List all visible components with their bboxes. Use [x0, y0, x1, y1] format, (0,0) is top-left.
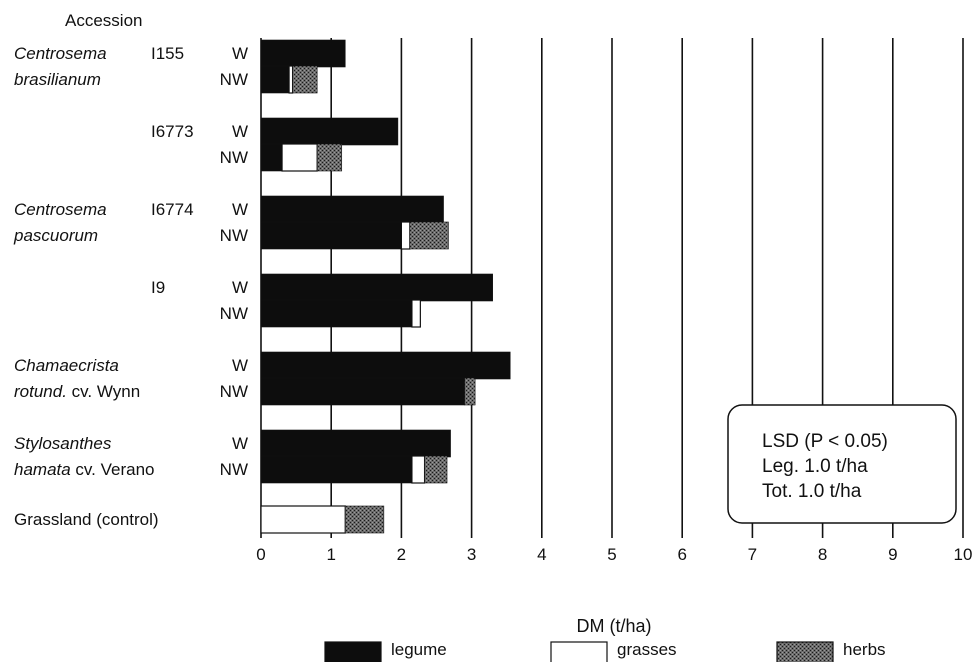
group-5-nw-legume-bar	[260, 377, 465, 406]
x-tick-0: 0	[256, 545, 265, 564]
group-6-nw-herbs-bar	[424, 455, 448, 484]
species-name-line2: pascuorum	[13, 226, 98, 245]
x-tick-7: 7	[748, 545, 757, 564]
row-label-nw: NW	[220, 460, 248, 479]
lsd-line-2: Leg. 1.0 t/ha	[762, 456, 868, 477]
lsd-box	[727, 404, 957, 524]
x-tick-8: 8	[818, 545, 827, 564]
group-1-w-legume-bar	[260, 39, 346, 68]
species-name-line2: brasilianum	[14, 70, 101, 89]
group-5-w-legume-bar	[260, 351, 511, 380]
group-6-nw-legume-bar	[260, 455, 413, 484]
species-name-line2: hamata cv. Verano	[14, 460, 155, 479]
x-tick-6: 6	[677, 545, 686, 564]
x-tick-2: 2	[397, 545, 406, 564]
row-label-w: W	[232, 356, 248, 375]
x-tick-labels: 0 1 2 3 4 5 6 7 8 9 10	[256, 545, 972, 564]
group-3-nw-herbs-bar	[409, 221, 449, 250]
legend-label-grasses: grasses	[617, 640, 677, 659]
species-name: Chamaecrista	[14, 356, 119, 375]
group-2-w-legume-bar	[260, 117, 399, 146]
group-2-nw-grasses-bar	[281, 143, 318, 172]
row-label-w: W	[232, 44, 248, 63]
group-3-nw-legume-bar	[260, 221, 402, 250]
legend-swatch-grasses	[550, 641, 608, 662]
group-4-nw-grasses-bar	[411, 299, 421, 328]
x-tick-10: 10	[954, 545, 973, 564]
group-6-nw-grasses-bar	[411, 455, 426, 484]
row-label-nw: NW	[220, 382, 248, 401]
row-label-w: W	[232, 200, 248, 219]
row-label-nw: NW	[220, 304, 248, 323]
accession-id: I155	[151, 44, 184, 63]
group-4-nw-legume-bar	[260, 299, 413, 328]
legend-swatch-herbs	[776, 641, 834, 662]
legend: legume grasses herbs	[324, 640, 886, 662]
bars	[260, 39, 511, 534]
row-label-w: W	[232, 434, 248, 453]
x-tick-3: 3	[467, 545, 476, 564]
group-1-nw-grasses-bar	[288, 65, 294, 94]
group-4-w-legume-bar	[260, 273, 493, 302]
row-label-w: W	[232, 278, 248, 297]
group-1-nw-legume-bar	[260, 65, 290, 94]
group-6-w-legume-bar	[260, 429, 451, 458]
x-tick-1: 1	[326, 545, 335, 564]
species-name-line2: rotund. cv. Wynn	[14, 382, 140, 401]
lsd-annotation: LSD (P < 0.05) Leg. 1.0 t/ha Tot. 1.0 t/…	[727, 404, 957, 524]
accession-id: I6773	[151, 122, 194, 141]
group-3-w-legume-bar	[260, 195, 444, 224]
row-label-w: W	[232, 122, 248, 141]
group-1-nw-herbs-bar	[292, 65, 318, 94]
legend-swatch-legume	[324, 641, 382, 662]
group-3-nw-grasses-bar	[400, 221, 411, 250]
legend-label-legume: legume	[391, 640, 447, 659]
species-name: Centrosema	[14, 200, 107, 219]
accession-id: I9	[151, 278, 165, 297]
species-name: Stylosanthes	[14, 434, 112, 453]
accession-header: Accession	[65, 11, 142, 30]
x-tick-4: 4	[537, 545, 546, 564]
lsd-line-3: Tot. 1.0 t/ha	[762, 481, 862, 502]
group-2-nw-herbs-bar	[316, 143, 343, 172]
x-tick-5: 5	[607, 545, 616, 564]
species-name: Centrosema	[14, 44, 107, 63]
legend-label-herbs: herbs	[843, 640, 886, 659]
x-tick-9: 9	[888, 545, 897, 564]
control-label: Grassland (control)	[14, 510, 159, 529]
control-grasses-bar	[260, 505, 346, 534]
accession-id: I6774	[151, 200, 194, 219]
control-herbs-bar	[344, 505, 385, 534]
row-label-nw: NW	[220, 226, 248, 245]
row-label-nw: NW	[220, 148, 248, 167]
group-2-nw-legume-bar	[260, 143, 283, 172]
row-label-nw: NW	[220, 70, 248, 89]
row-labels: W NW I155 Centrosema brasilianum W NW I6773 W NW I…	[13, 44, 248, 529]
group-5-nw-herbs-bar	[464, 377, 476, 406]
x-axis-label: DM (t/ha)	[576, 616, 651, 636]
lsd-line-1: LSD (P < 0.05)	[762, 431, 888, 452]
